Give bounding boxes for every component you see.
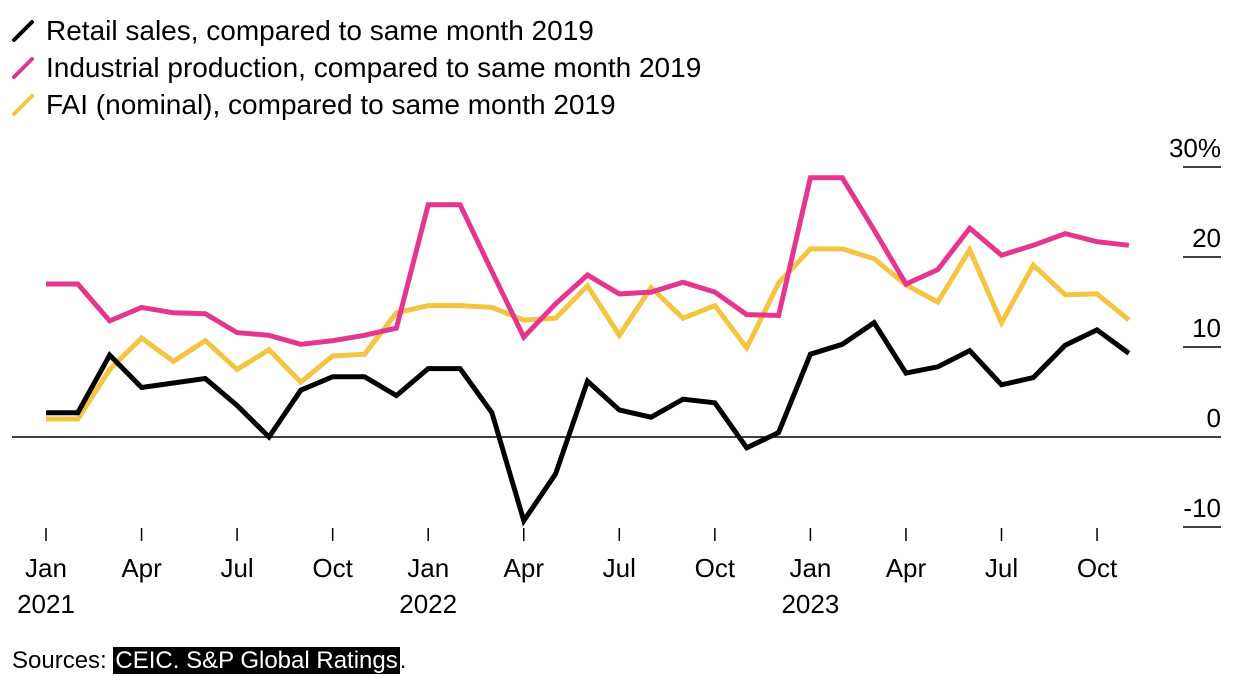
y-tick-label: 30% <box>1169 133 1221 163</box>
series-lines <box>46 175 1131 527</box>
x-tick-label: Oct <box>695 553 736 583</box>
fai-nominal-line <box>46 244 1131 422</box>
sources-highlight: CEIC. S&P Global Ratings <box>113 647 400 674</box>
legend-swatch <box>12 56 34 79</box>
legend-item: Industrial production, compared to same … <box>12 49 701 86</box>
legend-label: FAI (nominal), compared to same month 20… <box>46 88 616 120</box>
x-tick-label: Apr <box>886 553 927 583</box>
y-tick-label: -10 <box>1183 493 1221 523</box>
y-tick-label: 20 <box>1192 223 1221 253</box>
legend-swatch <box>12 93 34 116</box>
sources-prefix: Sources: <box>12 647 114 674</box>
y-tick-label: 10 <box>1192 313 1221 343</box>
sources-note: Sources: CEIC. S&P Global Ratings. <box>12 646 406 676</box>
x-tick-label: Apr <box>504 553 545 583</box>
x-tick-year-label: 2021 <box>17 589 75 619</box>
x-tick-label: Jul <box>603 553 636 583</box>
legend-label: Industrial production, compared to same … <box>46 51 702 83</box>
sources-suffix: . <box>399 647 407 674</box>
legend-swatch <box>12 19 34 42</box>
y-gridlines <box>12 166 1221 528</box>
y-tick-labels: 30% 20 10 0 -10 <box>1169 133 1221 523</box>
line-chart: 30% 20 10 0 -10 Jan 2021 Apr Jul Oct Jan 2022 Apr Ju… <box>12 133 1221 619</box>
x-tick-year-label: 2023 <box>781 589 839 619</box>
legend-item: FAI (nominal), compared to same month 20… <box>12 86 701 123</box>
y-tick-label: 0 <box>1207 403 1221 433</box>
x-tick-label: Oct <box>1077 553 1118 583</box>
x-tick-label: Jul <box>220 553 253 583</box>
chart-legend: Retail sales, compared to same month 201… <box>12 12 701 123</box>
retail-sales-line <box>46 319 1131 527</box>
x-tick-label: Jan <box>25 553 67 583</box>
x-tick-label: Jan <box>407 553 449 583</box>
industrial-production-line <box>46 175 1130 347</box>
legend-label: Retail sales, compared to same month 201… <box>46 14 594 46</box>
x-tick-label: Jan <box>789 553 831 583</box>
x-tick-label: Oct <box>312 553 353 583</box>
x-axis: Jan 2021 Apr Jul Oct Jan 2022 Apr Jul Oct Jan 2023 A… <box>17 528 1118 619</box>
legend-item: Retail sales, compared to same month 201… <box>12 12 701 49</box>
x-tick-label: Apr <box>121 553 162 583</box>
x-tick-year-label: 2022 <box>399 589 457 619</box>
x-tick-label: Jul <box>985 553 1018 583</box>
